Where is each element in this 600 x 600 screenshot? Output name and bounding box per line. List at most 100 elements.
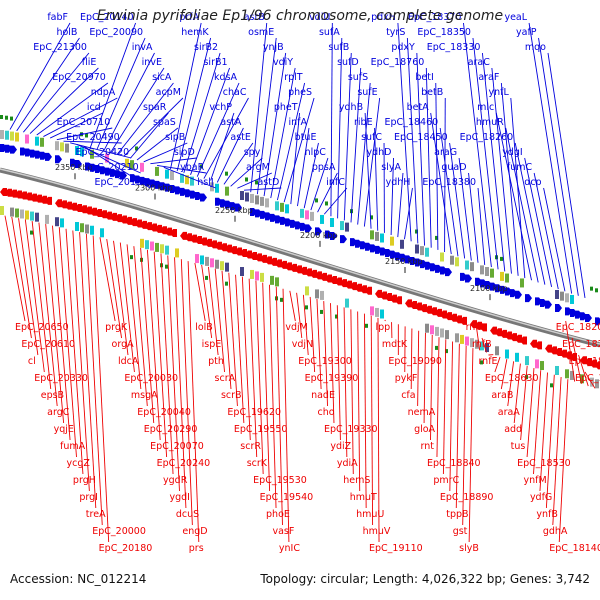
forward-gene-arrow xyxy=(45,152,52,161)
reverse-gene-arrow xyxy=(35,194,42,203)
cog-block-inner xyxy=(165,245,169,255)
reverse-gene-label: scrK xyxy=(247,458,268,469)
reverse-gene-label: prgH xyxy=(73,475,96,486)
reverse-gene-label: orgA xyxy=(112,339,135,350)
reverse-gene-arrow xyxy=(60,200,67,209)
reverse-gene-leader xyxy=(79,232,97,509)
reverse-gene-leader xyxy=(262,282,271,492)
forward-gene-label: pheT xyxy=(274,102,298,113)
cog-block-outer xyxy=(300,208,304,218)
cog-block-outer xyxy=(415,244,419,254)
forward-gene-label: ybaR xyxy=(180,162,204,173)
cog-block-inner xyxy=(320,290,324,300)
reverse-gene-leader xyxy=(475,320,481,351)
reverse-gene-leader xyxy=(455,343,460,509)
forward-gene-leader xyxy=(43,97,118,137)
reverse-gene-arrow xyxy=(375,289,382,298)
cog-block-outer xyxy=(500,271,504,281)
reverse-gene-label: scrA xyxy=(215,373,236,384)
cog-block-inner xyxy=(465,336,469,346)
cog-block-outer xyxy=(65,143,69,153)
cog-block-outer xyxy=(470,262,474,272)
cog-block-outer xyxy=(275,201,279,211)
reverse-gene-label: ldcA xyxy=(118,356,139,367)
rna-marker xyxy=(5,115,8,120)
cog-block-outer xyxy=(380,233,384,243)
forward-gene-label: fliE xyxy=(82,57,97,68)
reverse-gene-label: dcuS xyxy=(176,509,199,520)
forward-gene-arrow xyxy=(585,313,592,322)
reverse-gene-arrow xyxy=(140,220,147,229)
forward-gene-leader xyxy=(472,37,499,270)
cog-block-inner xyxy=(20,209,24,219)
forward-gene-label: EpC_20210 xyxy=(85,162,139,173)
reverse-gene-label: scrB xyxy=(221,390,242,401)
reverse-gene-leader xyxy=(18,218,39,356)
reverse-gene-arrow xyxy=(345,280,352,289)
forward-gene-arrow xyxy=(75,160,82,169)
forward-gene-leader xyxy=(277,82,306,201)
forward-gene-label: chaC xyxy=(223,87,247,98)
reverse-gene-leader xyxy=(533,370,542,475)
reverse-gene-label: tppB xyxy=(446,509,468,520)
reverse-gene-arrow xyxy=(505,331,512,340)
forward-gene-leader xyxy=(116,82,174,155)
rna-marker xyxy=(435,345,438,350)
reverse-gene-arrow xyxy=(10,189,17,198)
reverse-gene-arrow xyxy=(290,263,297,272)
cog-block-outer xyxy=(5,130,9,140)
forward-gene-leader xyxy=(16,37,80,132)
forward-gene-label: mlc xyxy=(477,102,494,113)
cog-block-inner xyxy=(535,359,539,369)
reverse-gene-label: ynfM xyxy=(524,475,547,486)
forward-gene-leader xyxy=(290,112,300,205)
forward-gene-leader xyxy=(256,37,277,195)
reverse-gene-leader xyxy=(275,286,283,526)
kbp-tick-label: 2100 kbp xyxy=(470,284,508,293)
reverse-gene-arrow xyxy=(210,240,217,249)
reverse-gene-arrow xyxy=(205,238,212,247)
cog-block-inner xyxy=(240,267,244,277)
cog-block-outer xyxy=(155,166,159,176)
reverse-gene-arrow xyxy=(455,315,462,324)
forward-gene-label: slyA xyxy=(381,162,401,173)
cog-block-inner xyxy=(445,330,449,340)
rna-marker xyxy=(370,215,373,220)
reverse-gene-leader xyxy=(269,284,277,509)
reverse-gene-leader xyxy=(180,259,193,526)
forward-gene-leader xyxy=(123,97,184,157)
reverse-gene-label: tus xyxy=(511,441,526,452)
reverse-gene-leader xyxy=(113,240,129,356)
rna-marker xyxy=(480,360,483,365)
cog-block-outer xyxy=(15,132,19,142)
reverse-gene-leader xyxy=(552,376,562,526)
backbone-arc xyxy=(0,167,600,348)
reverse-gene-leader xyxy=(228,272,238,407)
cog-block-inner xyxy=(440,328,444,338)
reverse-gene-label: EpC_20180 xyxy=(99,543,153,554)
forward-gene-arrow xyxy=(330,231,337,240)
reverse-gene-label: pmrC xyxy=(433,475,459,486)
forward-gene-leader xyxy=(143,142,188,163)
reverse-gene-arrow xyxy=(560,349,567,358)
reverse-gene-label: araA xyxy=(498,407,521,418)
reverse-gene-label: EpC_20240 xyxy=(157,458,211,469)
reverse-gene-label: cl xyxy=(28,356,36,367)
forward-gene-leader xyxy=(183,52,221,174)
forward-gene-label: vdiY xyxy=(273,57,293,68)
reverse-gene-arrow xyxy=(515,334,522,343)
reverse-gene-arrow xyxy=(55,199,62,208)
reverse-gene-arrow xyxy=(470,320,477,329)
reverse-gene-arrow xyxy=(20,191,27,200)
cog-block-outer xyxy=(310,211,314,221)
reverse-gene-leader xyxy=(526,368,535,458)
forward-gene-label: ndpA xyxy=(91,87,116,98)
forward-gene-leader xyxy=(210,112,235,181)
reverse-gene-arrow xyxy=(535,341,542,350)
reverse-gene-label: vdjN xyxy=(292,339,313,350)
forward-gene-leader xyxy=(23,52,90,133)
forward-gene-arrow xyxy=(10,145,17,154)
cog-block-outer xyxy=(265,198,269,208)
reverse-gene-arrow xyxy=(295,265,302,274)
